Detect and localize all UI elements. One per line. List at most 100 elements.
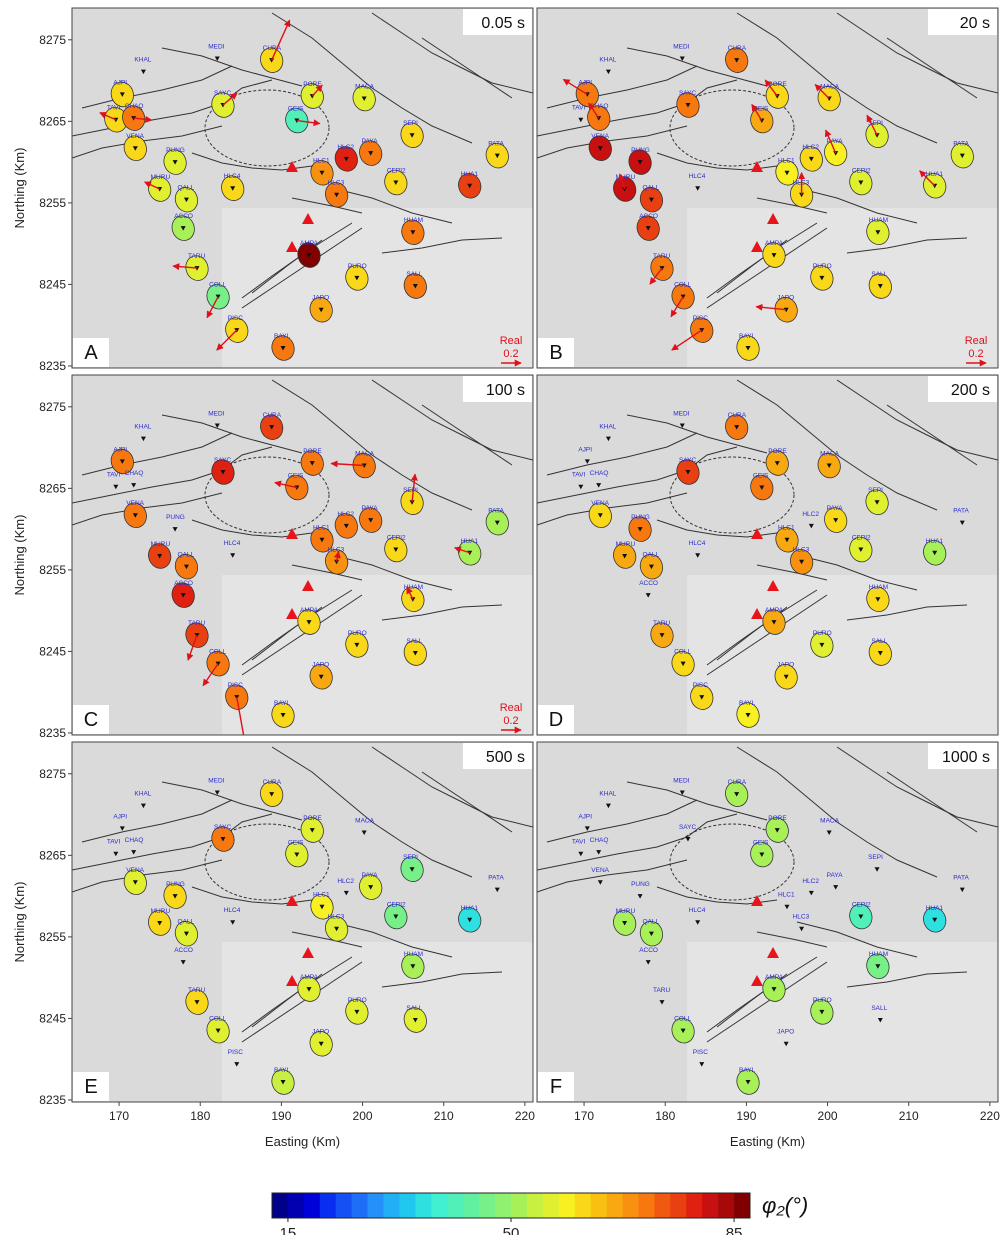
station-label: SALL (871, 638, 887, 645)
station-label: ACCO (639, 213, 658, 220)
station-label: HLC2 (337, 878, 354, 885)
colorbar-label: φ₂(°) (762, 1193, 808, 1218)
station-label: AJPI (113, 813, 127, 820)
station-label: CHAQ (125, 470, 144, 477)
station-label: PURO (348, 263, 367, 270)
station-label: QALL (642, 919, 659, 926)
hillshade-light (222, 575, 533, 735)
x-tick-label: 210 (434, 1109, 454, 1123)
station-label: MURU (151, 908, 171, 915)
station-label: MACA (355, 818, 374, 825)
station-label: GEIS (753, 473, 769, 480)
station-label: MEDI (208, 411, 224, 418)
station-label: SAYC (214, 824, 232, 831)
station-label: JAPO (777, 662, 794, 669)
station-label: PORE (768, 815, 787, 822)
map-content: KHALMEDICURAAJPITAVICHAQSAYCPOREMACAGEIS… (72, 375, 533, 747)
y-tick-label: 8255 (39, 563, 66, 577)
station-label: TARU (653, 987, 671, 994)
station-label: SALL (871, 1005, 887, 1012)
station-label: VENA (126, 867, 144, 874)
station-label: KHAL (134, 57, 151, 64)
station-label: SEPI (403, 487, 418, 494)
station-label: KHAL (599, 424, 616, 431)
station-label: PATA (953, 508, 969, 515)
map-content: KHALMEDICURAAJPITAVICHAQSAYCPOREMACAGEIS… (72, 742, 533, 1102)
station-label: PATA (953, 141, 969, 148)
station-label: PISC (228, 315, 243, 322)
colorbar-bin (415, 1193, 431, 1218)
station-label: GEIS (288, 473, 304, 480)
hillshade-light (687, 942, 998, 1102)
x-tick-label: 170 (574, 1109, 594, 1123)
y-tick-label: 8245 (39, 1011, 66, 1025)
station-label: KHAL (134, 424, 151, 431)
station-label: PISC (693, 315, 708, 322)
station-label: HLC2 (802, 878, 819, 885)
station-label: COLL (209, 649, 226, 656)
station-label: PATA (953, 875, 969, 882)
panel-letter: E (84, 1076, 97, 1098)
station-label: PUNG (166, 147, 185, 154)
colorbar-bin (399, 1193, 415, 1218)
station-label: PAYA (362, 872, 379, 879)
figure: KHALMEDICURAAJPITAVICHAQSAYCPOREMACAGEIS… (0, 0, 1007, 1235)
colorbar-bin (670, 1193, 686, 1218)
y-axis-label: Northing (Km) (12, 515, 27, 596)
station-label: QALL (177, 185, 194, 192)
colorbar-bin (495, 1193, 511, 1218)
x-tick-label: 210 (899, 1109, 919, 1123)
station-label: JAPO (312, 662, 329, 669)
panel-letter: B (549, 342, 562, 364)
hillshade-light (222, 942, 533, 1102)
y-tick-label: 8245 (39, 277, 66, 291)
colorbar: 155085φ₂(°) (272, 1193, 808, 1235)
station-label: PUNG (631, 514, 650, 521)
station-label: HLC4 (689, 540, 706, 547)
map-content: KHALMEDICURAAJPITAVICHAQSAYCPOREMACAGEIS… (537, 8, 998, 368)
station-label: SEPI (868, 487, 883, 494)
station-label: PISC (228, 682, 243, 689)
y-axis-label: Northing (Km) (12, 882, 27, 963)
station-label: HLC3 (793, 547, 810, 554)
panels: KHALMEDICURAAJPITAVICHAQSAYCPOREMACAGEIS… (12, 8, 1000, 1149)
y-tick-label: 8235 (39, 1093, 66, 1107)
y-tick-label: 8255 (39, 196, 66, 210)
station-label: CEPI2 (852, 167, 871, 174)
y-tick-label: 8255 (39, 930, 66, 944)
period-label: 20 s (960, 15, 990, 32)
station-label: MACA (355, 84, 374, 91)
station-label: BAYL (274, 700, 291, 707)
panel-letter: C (84, 709, 98, 731)
station-label: PATA (488, 875, 504, 882)
station-label: PAYA (827, 872, 844, 879)
station-label: CEPI2 (387, 167, 406, 174)
reference-label: Real (965, 335, 988, 347)
station-label: HLC2 (802, 144, 819, 151)
station-label: HUAM (869, 951, 888, 958)
colorbar-bin (288, 1193, 304, 1218)
panel-letter: D (549, 709, 563, 731)
station-label: VENA (591, 867, 609, 874)
period-label: 1000 s (942, 749, 990, 766)
station-label: SALL (406, 271, 422, 278)
station-label: CHAQ (590, 470, 609, 477)
station-label: PISC (228, 1049, 243, 1056)
period-label: 500 s (486, 749, 525, 766)
colorbar-bin (463, 1193, 479, 1218)
station-label: HLC2 (802, 511, 819, 518)
station-label: HLC1 (778, 525, 795, 532)
station-label: TAVI (572, 105, 586, 112)
station-label: BAYL (739, 1067, 756, 1074)
station-label: MURU (616, 174, 636, 181)
station-label: COLL (674, 282, 691, 289)
station-label: HLC4 (689, 173, 706, 180)
colorbar-bin (702, 1193, 718, 1218)
station-label: MACA (820, 818, 839, 825)
x-tick-label: 200 (818, 1109, 838, 1123)
y-axis-label: Northing (Km) (12, 148, 27, 229)
station-label: HUAM (869, 584, 888, 591)
y-tick-label: 8275 (39, 33, 66, 47)
station-label: TARU (653, 620, 671, 627)
x-tick-label: 220 (980, 1109, 1000, 1123)
